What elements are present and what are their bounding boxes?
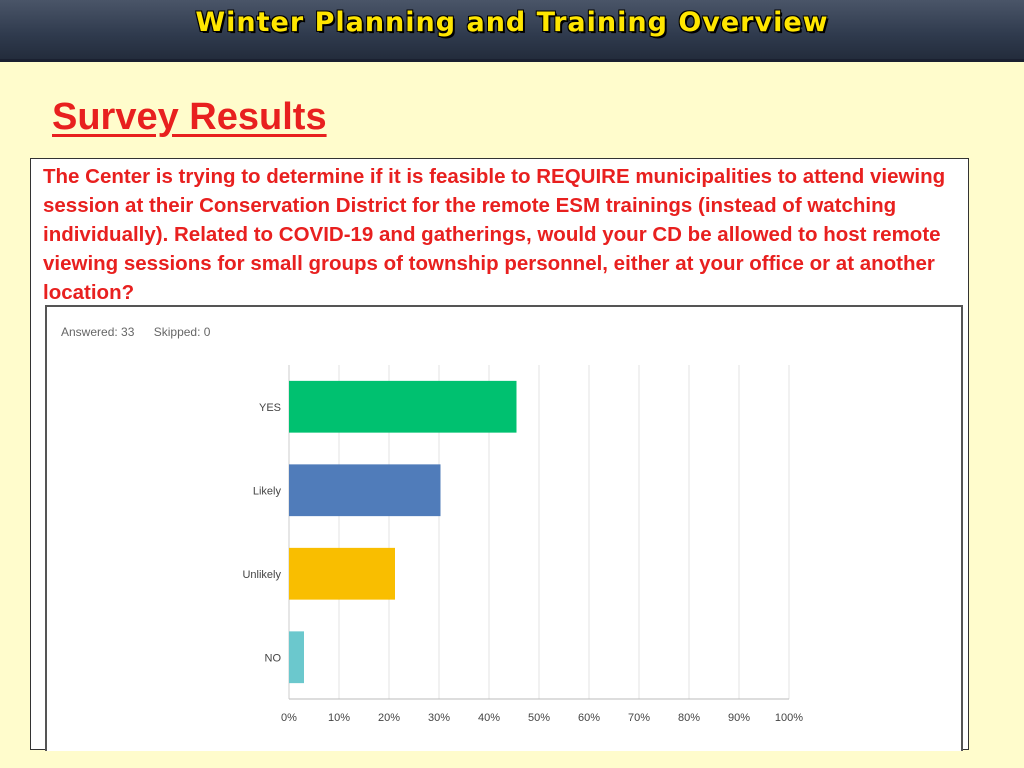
x-tick-label: 50% [528, 712, 550, 724]
x-tick-label: 60% [578, 712, 600, 724]
x-tick-label: 90% [728, 712, 750, 724]
x-tick-label: 80% [678, 712, 700, 724]
x-tick-label: 100% [775, 712, 803, 724]
question-box: The Center is trying to determine if it … [30, 158, 969, 751]
category-label: Unlikely [242, 569, 281, 581]
response-stats: Answered: 33 Skipped: 0 [61, 325, 226, 339]
slide-title: Winter Planning and Training Overview [195, 7, 829, 38]
x-tick-label: 30% [428, 712, 450, 724]
slide-header: Winter Planning and Training Overview [0, 0, 1024, 62]
category-label: YES [259, 402, 281, 414]
skipped-count: Skipped: 0 [153, 325, 211, 339]
category-label: NO [265, 652, 282, 664]
chart-frame: Answered: 33 Skipped: 0 0% 10% 20% 30% 40% 50… [45, 305, 963, 751]
x-tick-label: 40% [478, 712, 500, 724]
question-text: The Center is trying to determine if it … [43, 165, 946, 304]
bar-chart: 0% 10% 20% 30% 40% 50% 60% 70% 80% 90% 100% YES Like… [242, 365, 803, 724]
x-tick-label: 20% [378, 712, 400, 724]
x-tick-label: 10% [328, 712, 350, 724]
answered-count: Answered: 33 [61, 325, 135, 339]
x-tick-label: 0% [281, 712, 297, 724]
bar-unlikely [289, 547, 395, 600]
x-tick-label: 70% [628, 712, 650, 724]
bar-no [289, 631, 304, 684]
bar-likely [289, 464, 441, 517]
category-label: Likely [253, 485, 282, 497]
section-title: Survey Results [52, 96, 327, 138]
bar-yes [289, 380, 517, 433]
